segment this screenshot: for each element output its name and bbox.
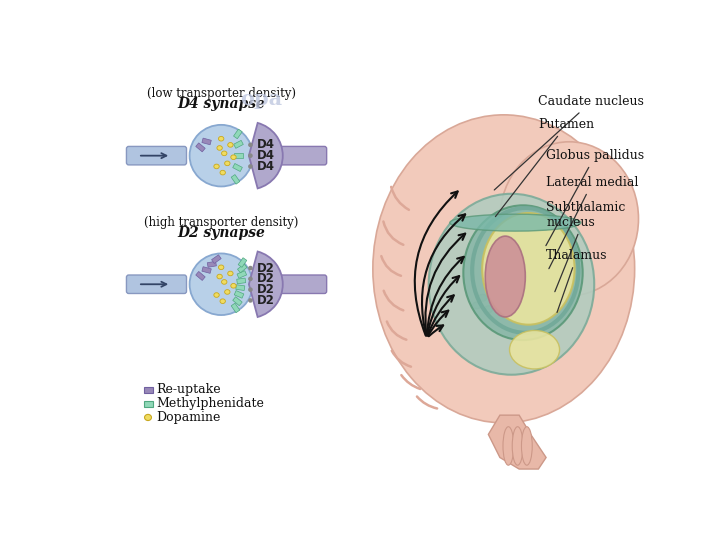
Ellipse shape	[503, 427, 514, 465]
Ellipse shape	[501, 294, 510, 301]
Text: D4: D4	[256, 149, 274, 162]
FancyBboxPatch shape	[266, 275, 327, 294]
Bar	[234, 291, 244, 298]
Text: D4: D4	[256, 160, 274, 173]
Ellipse shape	[248, 266, 253, 271]
Text: Methylphenidate: Methylphenidate	[156, 397, 264, 410]
Ellipse shape	[464, 205, 582, 340]
Bar	[231, 303, 240, 313]
FancyBboxPatch shape	[127, 275, 186, 294]
Bar	[234, 140, 243, 148]
Text: Re-uptake: Re-uptake	[156, 383, 221, 396]
Ellipse shape	[248, 276, 253, 281]
Ellipse shape	[248, 143, 253, 147]
Text: Thalamus: Thalamus	[546, 249, 608, 313]
Ellipse shape	[228, 271, 233, 276]
Bar	[144, 387, 153, 393]
Ellipse shape	[495, 304, 504, 311]
Ellipse shape	[222, 280, 227, 284]
Ellipse shape	[521, 427, 532, 465]
Ellipse shape	[189, 253, 253, 315]
Ellipse shape	[513, 296, 521, 303]
Text: Globus pallidus: Globus pallidus	[546, 149, 644, 246]
Text: Caudate nucleus: Caudate nucleus	[494, 95, 644, 190]
Bar	[202, 267, 211, 273]
Bar	[233, 129, 242, 139]
Bar	[144, 401, 153, 407]
Ellipse shape	[428, 194, 594, 375]
Text: Dopamine: Dopamine	[156, 411, 221, 424]
Ellipse shape	[214, 293, 219, 298]
Bar	[196, 143, 205, 152]
Ellipse shape	[231, 284, 236, 288]
Ellipse shape	[510, 330, 559, 369]
Ellipse shape	[225, 289, 230, 294]
Bar	[237, 278, 246, 284]
Ellipse shape	[218, 265, 224, 269]
Text: (low transporter density): (low transporter density)	[147, 87, 296, 100]
Bar	[231, 174, 240, 184]
Ellipse shape	[373, 115, 634, 423]
Bar	[235, 285, 245, 291]
Ellipse shape	[248, 164, 253, 168]
Text: opa: opa	[240, 89, 282, 109]
Bar	[233, 297, 242, 306]
Ellipse shape	[217, 274, 222, 279]
Bar	[238, 264, 247, 273]
Text: D2 synapse: D2 synapse	[177, 226, 265, 240]
Bar	[202, 138, 211, 145]
Ellipse shape	[222, 151, 227, 156]
Bar	[237, 271, 247, 278]
Text: D2: D2	[256, 272, 274, 285]
Ellipse shape	[225, 161, 230, 166]
Ellipse shape	[218, 137, 224, 141]
Wedge shape	[249, 252, 283, 317]
Ellipse shape	[145, 414, 151, 421]
Ellipse shape	[248, 298, 253, 303]
Polygon shape	[488, 415, 546, 469]
Ellipse shape	[189, 125, 253, 186]
Ellipse shape	[484, 306, 492, 313]
Bar	[233, 164, 243, 172]
Bar	[212, 255, 221, 264]
Ellipse shape	[231, 155, 236, 159]
FancyBboxPatch shape	[127, 146, 186, 165]
Bar	[207, 261, 217, 267]
Ellipse shape	[248, 287, 253, 292]
Ellipse shape	[512, 427, 523, 465]
Ellipse shape	[220, 170, 225, 175]
Text: D2: D2	[256, 294, 274, 307]
Bar	[238, 258, 247, 267]
Bar	[196, 272, 205, 280]
Wedge shape	[249, 123, 283, 188]
Ellipse shape	[450, 214, 581, 231]
Ellipse shape	[248, 153, 253, 158]
Ellipse shape	[228, 143, 233, 147]
Ellipse shape	[485, 236, 526, 317]
Text: D2: D2	[256, 261, 274, 274]
Ellipse shape	[482, 213, 575, 325]
Ellipse shape	[490, 295, 498, 302]
Ellipse shape	[217, 146, 222, 150]
Text: Putamen: Putamen	[495, 118, 595, 217]
Ellipse shape	[214, 164, 219, 168]
Bar	[234, 153, 243, 158]
Text: Subthalamic
nucleus: Subthalamic nucleus	[546, 201, 626, 292]
Text: D4 synapse: D4 synapse	[177, 97, 265, 111]
Ellipse shape	[472, 302, 481, 309]
Text: (high transporter density): (high transporter density)	[144, 215, 298, 229]
Ellipse shape	[478, 294, 487, 301]
Ellipse shape	[519, 305, 527, 312]
Ellipse shape	[507, 303, 516, 310]
Text: D2: D2	[256, 283, 274, 296]
Text: Lateral medial: Lateral medial	[546, 176, 639, 269]
Ellipse shape	[500, 142, 639, 296]
FancyBboxPatch shape	[266, 146, 327, 165]
Text: D4: D4	[256, 138, 274, 151]
Ellipse shape	[220, 299, 225, 303]
